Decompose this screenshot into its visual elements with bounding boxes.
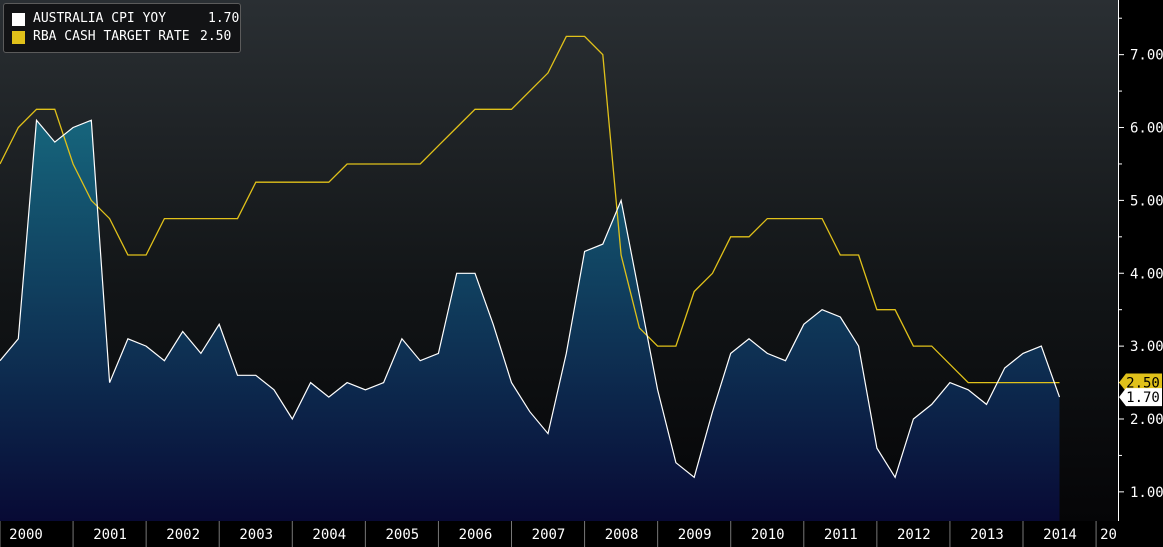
- rate-last-value-badge: 2.50: [1119, 373, 1162, 392]
- y-axis: 1.00 2.00 3.00 4.00 5.00 6.00 7.00: [1118, 0, 1163, 521]
- legend-swatch-rate: [12, 31, 25, 44]
- x-tick-label: 2001: [93, 527, 127, 543]
- badge-label: 2.50: [1126, 376, 1160, 392]
- x-tick-label: 2000: [9, 527, 43, 543]
- rba-cash-rate-line: [0, 35, 1060, 384]
- x-axis-band: [0, 521, 1163, 547]
- x-tick-label: 2009: [678, 527, 712, 543]
- x-tick-label: 2010: [751, 527, 785, 543]
- x-tick-label: 2014: [1043, 527, 1077, 543]
- cpi-area-layer: [0, 120, 1060, 521]
- x-axis: 2000 2001 2002 2003 2004 2005 2006 2007 2008 2009…: [0, 521, 1163, 547]
- x-tick-label: 2006: [459, 527, 493, 543]
- cpi-area-fill: [0, 120, 1060, 521]
- x-tick-label: 2004: [312, 527, 346, 543]
- legend-value-cpi: 1.70: [208, 11, 240, 26]
- x-tick-label: 20: [1100, 527, 1117, 543]
- badge-shape: [1119, 373, 1162, 392]
- x-tick-label: 2003: [239, 527, 273, 543]
- y-tick-label: 5.00: [1130, 193, 1163, 209]
- badge-label: 1.70: [1126, 390, 1160, 406]
- cpi-yoy-line: [0, 118, 1061, 479]
- last-value-badges: 2.501.70: [1119, 373, 1162, 407]
- badge-shape: [1119, 388, 1162, 407]
- y-tick-label: 2.00: [1130, 412, 1163, 428]
- y-tick-label: 3.00: [1130, 339, 1163, 355]
- x-tick-label: 2008: [605, 527, 639, 543]
- series-line-layer: [0, 35, 1061, 479]
- legend-swatch-cpi: [12, 13, 25, 26]
- x-tick-label: 2013: [970, 527, 1004, 543]
- x-tick-label: 2011: [824, 527, 858, 543]
- y-tick-label: 6.00: [1130, 121, 1163, 137]
- x-tick-label: 2002: [166, 527, 200, 543]
- x-tick-label: 2007: [532, 527, 566, 543]
- legend-label-cpi: AUSTRALIA CPI YOY: [33, 11, 167, 26]
- y-tick-label: 1.00: [1130, 485, 1163, 501]
- x-tick-label: 2012: [897, 527, 931, 543]
- legend: AUSTRALIA CPI YOY 1.70 RBA CASH TARGET R…: [3, 3, 241, 53]
- y-tick-label: 4.00: [1130, 266, 1163, 282]
- cpi-last-value-badge: 1.70: [1119, 388, 1162, 407]
- legend-value-rate: 2.50: [200, 29, 232, 44]
- y-axis-panel: [1118, 0, 1163, 521]
- x-tick-label: 2005: [386, 527, 420, 543]
- legend-label-rate: RBA CASH TARGET RATE: [33, 29, 190, 44]
- y-tick-label: 7.00: [1130, 48, 1163, 64]
